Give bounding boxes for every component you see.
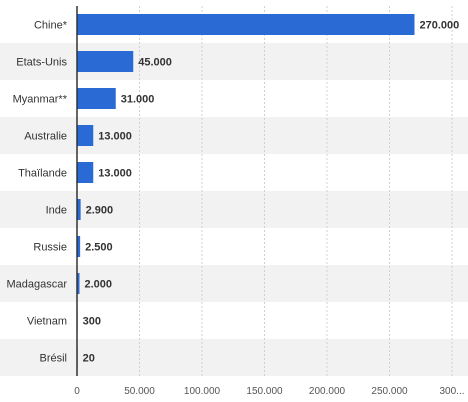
x-tick-label: 250.000 xyxy=(371,386,408,397)
category-label: Madagascar xyxy=(6,279,67,291)
category-label: Thaïlande xyxy=(18,168,67,180)
value-label: 20 xyxy=(83,353,95,365)
x-tick-label: 300... xyxy=(439,386,464,397)
row-bands xyxy=(0,43,468,376)
value-label: 13.000 xyxy=(98,168,132,180)
category-label: Inde xyxy=(46,205,67,217)
bar xyxy=(77,88,116,109)
category-label: Russie xyxy=(33,242,67,254)
value-label: 300 xyxy=(83,316,101,328)
category-label: Brésil xyxy=(39,353,67,365)
grid-lines xyxy=(139,6,453,376)
x-tick-label: 200.000 xyxy=(309,386,346,397)
x-tick-label: 100.000 xyxy=(184,386,221,397)
value-label: 31.000 xyxy=(121,94,155,106)
bars xyxy=(77,14,415,368)
bar xyxy=(77,51,134,72)
row-band xyxy=(0,265,468,302)
value-label: 2.500 xyxy=(85,242,113,254)
value-label: 13.000 xyxy=(98,131,132,143)
value-labels: 270.000 45.000 31.000 13.000 13.000 2.900 2.50… xyxy=(83,20,460,365)
bar xyxy=(77,236,81,257)
value-label: 2.000 xyxy=(85,279,113,291)
bar xyxy=(77,125,94,146)
bar xyxy=(77,162,94,183)
bar xyxy=(77,273,80,294)
category-label: Vietnam xyxy=(27,316,67,328)
row-band xyxy=(0,339,468,376)
bar xyxy=(77,199,81,220)
bar xyxy=(77,14,415,35)
x-tick-label: 150.000 xyxy=(246,386,283,397)
x-tick-label: 50.000 xyxy=(124,386,155,397)
x-tick-label: 0 xyxy=(74,386,80,397)
category-label: Etats-Unis xyxy=(16,57,67,69)
category-labels: Chine* Etats-Unis Myanmar** Australie Thaïla… xyxy=(6,20,67,365)
value-label: 2.900 xyxy=(86,205,114,217)
row-band xyxy=(0,191,468,228)
row-band xyxy=(0,117,468,154)
category-label: Myanmar** xyxy=(13,94,68,106)
x-axis-ticks: 0 50.000 100.000 150.000 200.000 250.000 300..… xyxy=(74,386,464,397)
value-label: 45.000 xyxy=(138,57,172,69)
category-label: Australie xyxy=(24,131,67,143)
category-label: Chine* xyxy=(34,20,68,32)
value-label: 270.000 xyxy=(420,20,460,32)
row-band xyxy=(0,43,468,80)
